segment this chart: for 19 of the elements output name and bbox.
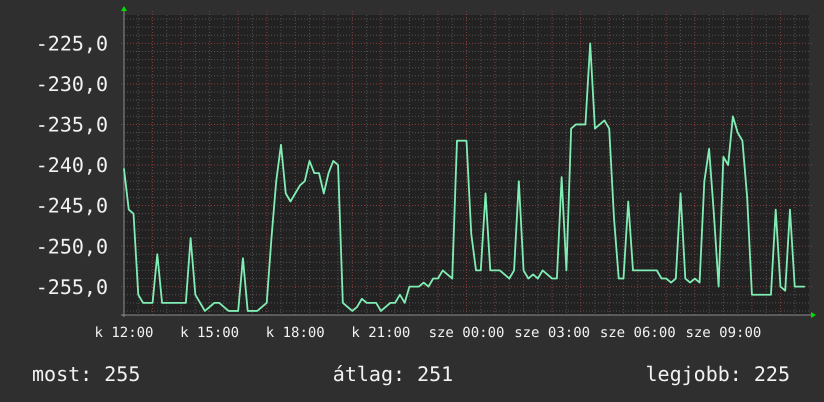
x-tick-label: sze 09:00 xyxy=(685,325,762,341)
x-tick-label: k 21:00 xyxy=(351,325,410,341)
y-tick-label: -240,0 xyxy=(36,153,108,178)
y-tick-label: -245,0 xyxy=(36,194,108,218)
y-tick-label: -225,0 xyxy=(36,32,108,56)
y-tick-label: -230,0 xyxy=(36,72,108,96)
text: legjobb: 225 xyxy=(646,362,790,386)
x-tick-label: k 12:00 xyxy=(94,325,154,341)
y-tick-label: -250,0 xyxy=(36,234,108,258)
x-tick-label: k 18:00 xyxy=(266,325,325,341)
x-tick-label: sze 03:00 xyxy=(514,325,590,341)
line-series xyxy=(123,42,806,312)
text: átlag: 251 xyxy=(332,362,454,386)
x-tick-label: k 15:00 xyxy=(180,325,240,341)
y-tick-label: -235,0 xyxy=(36,112,108,137)
y-tick-label: -255,0 xyxy=(36,274,108,299)
x-tick-label: sze 00:00 xyxy=(428,325,504,341)
text: most: 255 xyxy=(32,362,140,386)
x-tick-label: sze 06:00 xyxy=(600,325,676,341)
